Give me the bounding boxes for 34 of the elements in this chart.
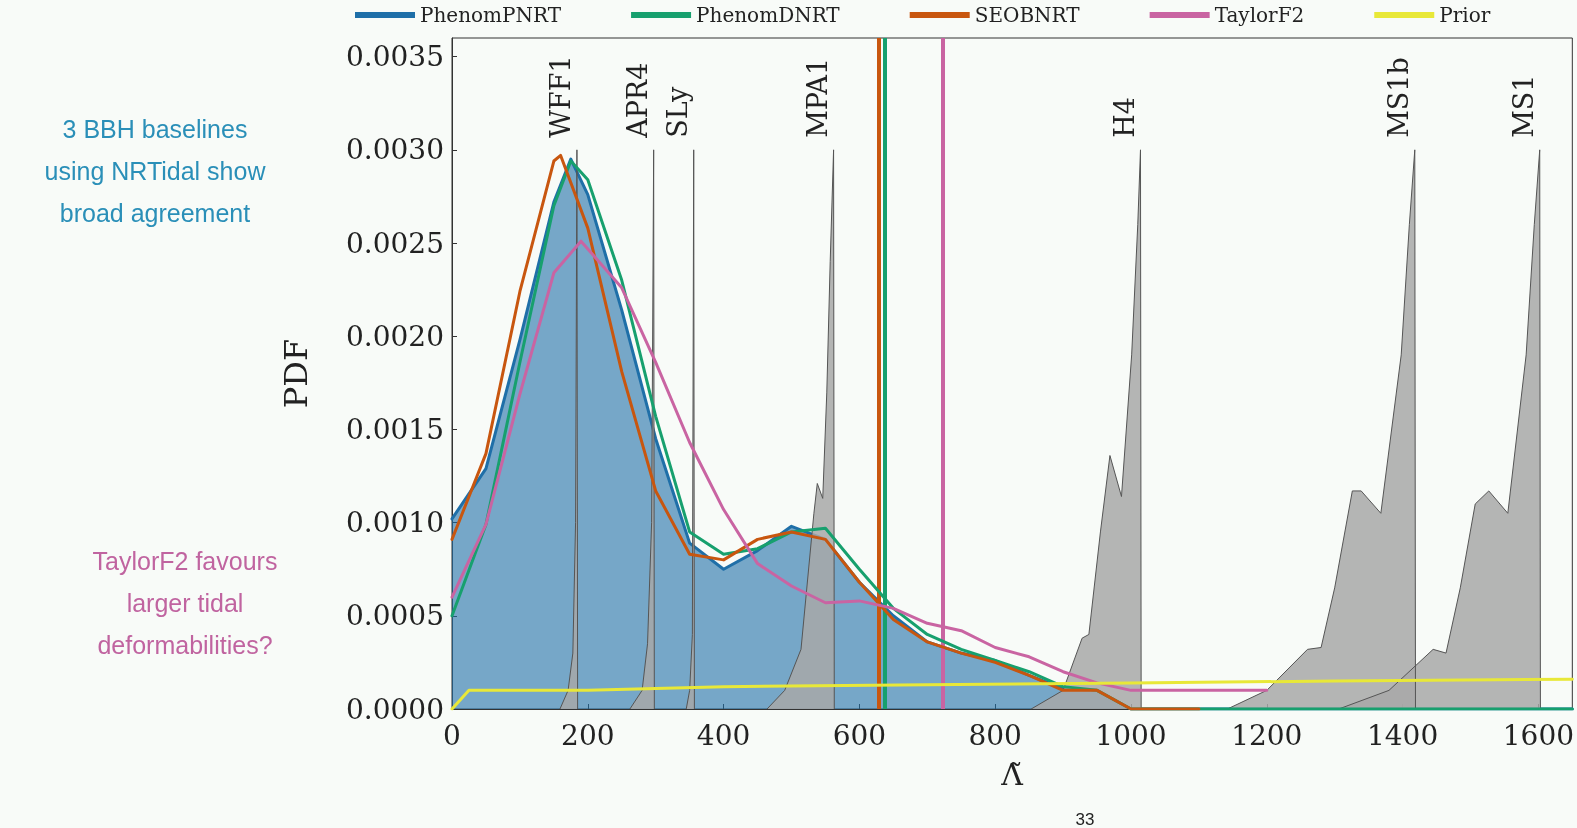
legend-label: PhenomDNRT xyxy=(696,3,841,27)
annotation: APR4 xyxy=(622,62,654,139)
annotation: SLy xyxy=(662,85,694,138)
annotation: H4 xyxy=(1108,97,1140,138)
legend-label: TaylorF2 xyxy=(1214,3,1305,27)
y-tick-label: 0.0035 xyxy=(346,40,444,74)
x-tick-label: 800 xyxy=(968,718,1022,752)
y-tick-label: 0.0005 xyxy=(346,599,444,633)
y-axis-title: PDF xyxy=(277,338,315,409)
x-tick-label: 1200 xyxy=(1231,718,1303,752)
legend-label: PhenomPNRT xyxy=(420,3,562,27)
x-tick-label: 1400 xyxy=(1366,718,1439,752)
y-tick-label: 0.0025 xyxy=(346,226,444,260)
x-tick-label: 1000 xyxy=(1095,718,1167,752)
legend-label: Prior xyxy=(1439,3,1491,27)
y-tick-label: 0.0015 xyxy=(346,412,444,446)
annotation: MS1b xyxy=(1383,57,1415,138)
y-tick-label: 0.0020 xyxy=(346,319,444,353)
x-tick-label: 0 xyxy=(443,718,461,752)
x-tick-label: 400 xyxy=(696,718,751,752)
legend-label: SEOBNRT xyxy=(974,3,1081,27)
annotation: WFF1 xyxy=(545,55,577,138)
x-tick-label: 200 xyxy=(561,718,615,752)
x-tick-label: 1600 xyxy=(1502,718,1574,752)
x-tick-label: 600 xyxy=(832,718,887,752)
y-tick-label: 0.0030 xyxy=(346,133,444,167)
annotation: MS1 xyxy=(1508,74,1540,138)
text: TaylorF2 favours larger tidal deformabilities? xyxy=(92,547,278,659)
text: 33 xyxy=(1075,809,1095,828)
text: 3 BBH baselines using NRTidal show broad agreement xyxy=(44,115,267,227)
x-axis-title: Λ̃ xyxy=(1000,756,1024,792)
annotation: MPA1 xyxy=(802,57,834,138)
y-tick-label: 0.0000 xyxy=(346,692,444,726)
y-tick-label: 0.0010 xyxy=(346,506,444,540)
